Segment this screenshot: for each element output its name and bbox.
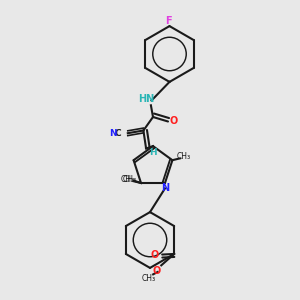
Text: F: F bbox=[165, 16, 171, 26]
Text: C: C bbox=[115, 129, 122, 138]
Text: CH₃: CH₃ bbox=[121, 175, 135, 184]
Text: O: O bbox=[151, 250, 159, 260]
Text: O: O bbox=[152, 266, 160, 276]
Text: CH₃: CH₃ bbox=[142, 274, 156, 283]
Text: O: O bbox=[169, 116, 178, 126]
Text: CH₃: CH₃ bbox=[122, 175, 136, 184]
Text: N: N bbox=[160, 183, 169, 194]
Text: CH₃: CH₃ bbox=[177, 152, 191, 161]
Text: HN: HN bbox=[138, 94, 154, 104]
Text: H: H bbox=[149, 148, 157, 157]
Text: N: N bbox=[109, 129, 117, 138]
